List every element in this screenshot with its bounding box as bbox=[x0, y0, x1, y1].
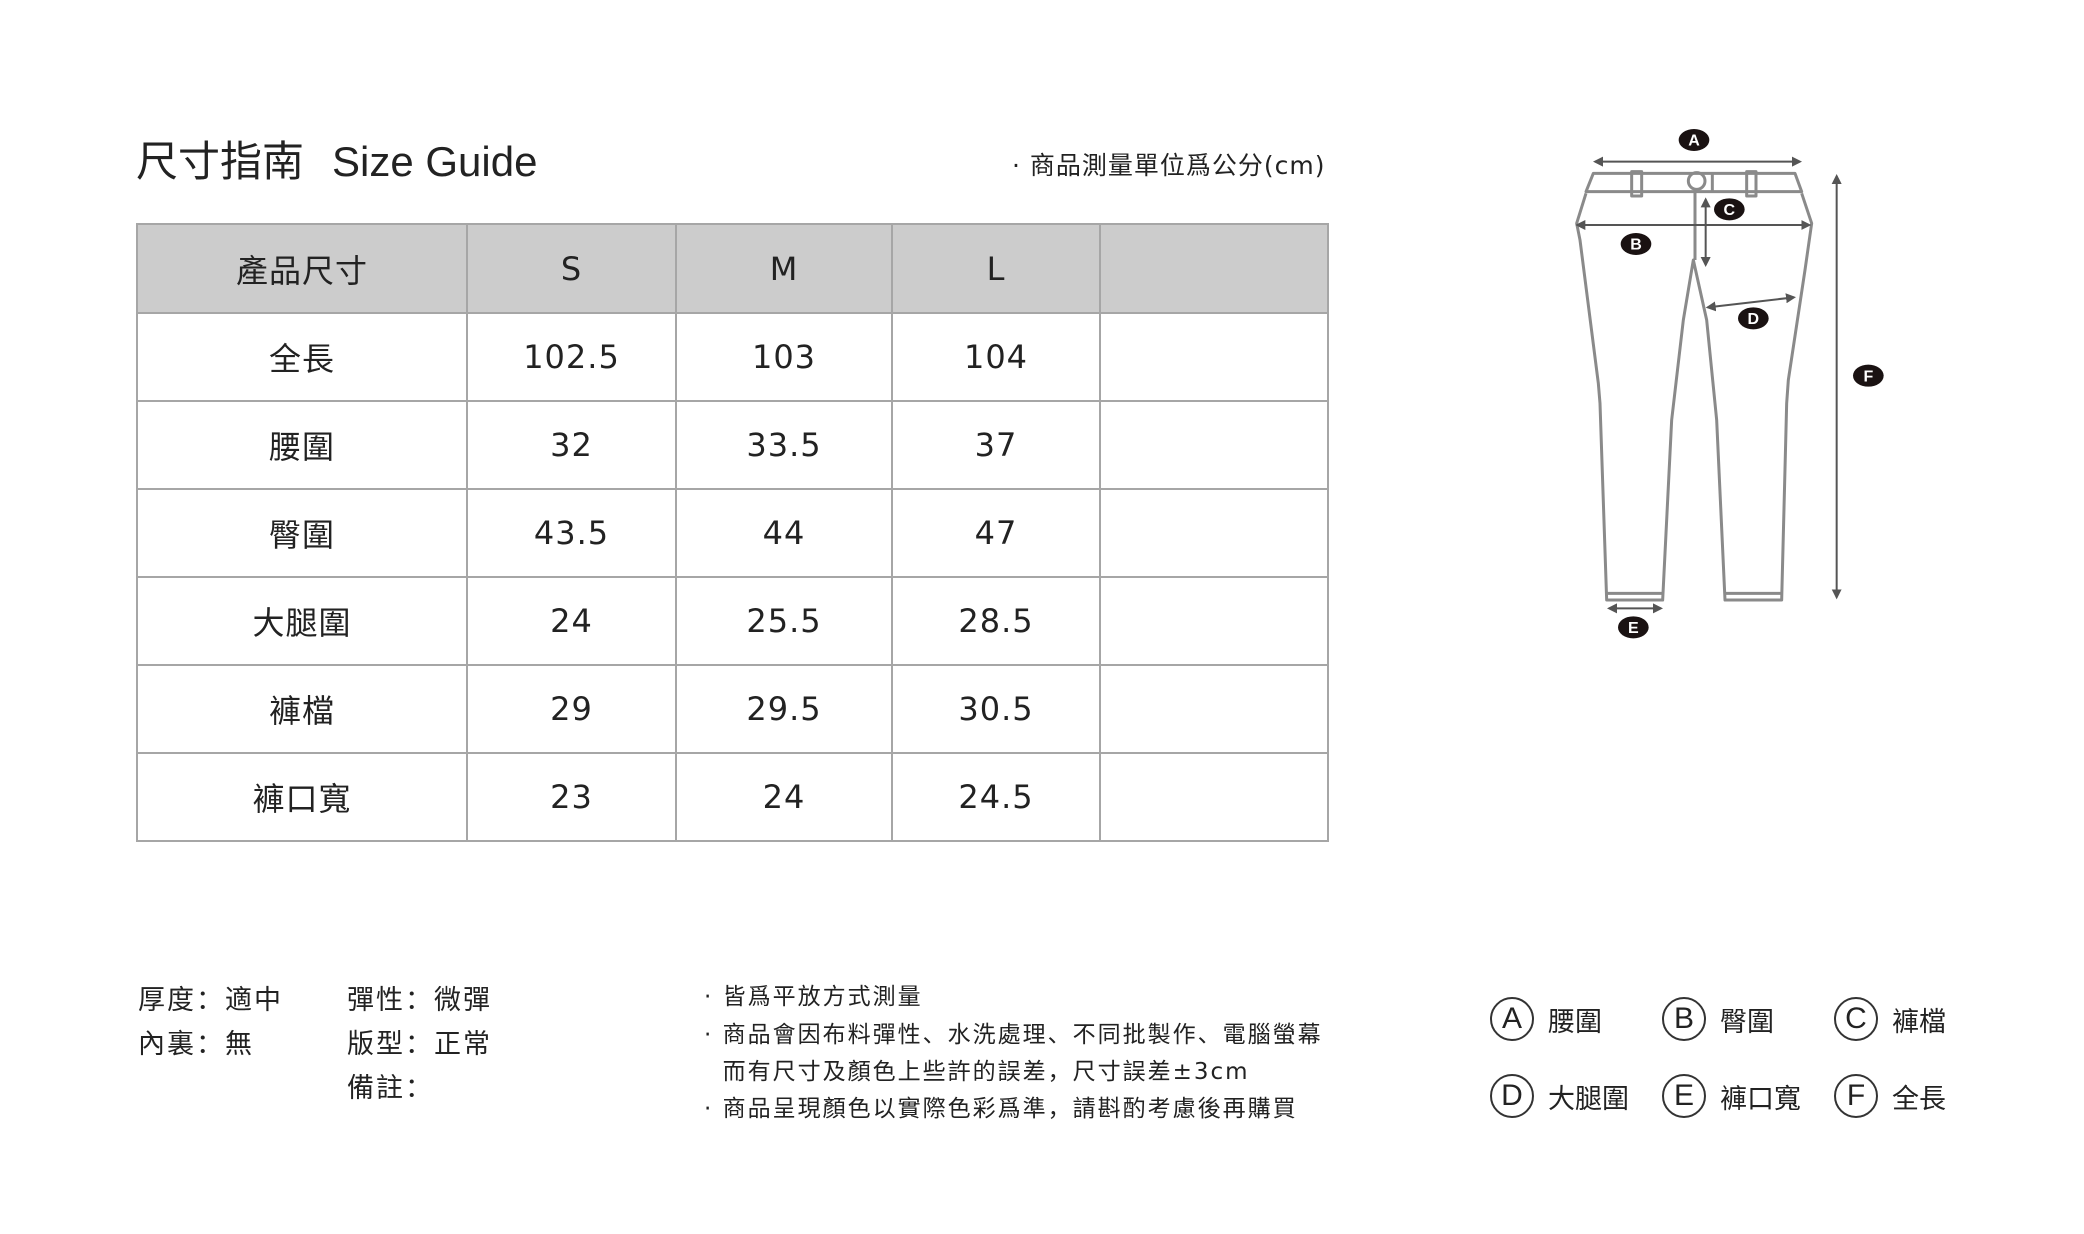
table-cell bbox=[1099, 664, 1329, 754]
diagram-label-badge bbox=[1738, 307, 1769, 330]
spec-thickness: 厚度：適中 bbox=[138, 985, 283, 1016]
table-row: 臀圍 43.5 44 47 bbox=[136, 488, 1329, 578]
legend-label: 褲口寬 bbox=[1720, 1083, 1801, 1115]
table-cell: 30.5 bbox=[891, 664, 1101, 754]
diagram-label: F bbox=[1863, 368, 1873, 385]
legend-letter: D bbox=[1490, 1074, 1534, 1118]
legend-letter: F bbox=[1834, 1074, 1878, 1118]
header-cell: S bbox=[466, 223, 677, 314]
pants-outline bbox=[1575, 170, 1814, 602]
legend-letter: C bbox=[1834, 997, 1878, 1041]
diagram-label-badge bbox=[1618, 616, 1649, 639]
table-header-row: 產品尺寸 S M L bbox=[136, 223, 1329, 314]
table-cell: 32 bbox=[466, 400, 677, 490]
table-cell: 29 bbox=[466, 664, 677, 754]
table-cell: 102.5 bbox=[466, 312, 677, 402]
table-cell: 103 bbox=[675, 312, 893, 402]
table-cell: 37 bbox=[891, 400, 1101, 490]
table-cell: 24.5 bbox=[891, 752, 1101, 842]
header-cell bbox=[1099, 223, 1329, 314]
table-cell bbox=[1099, 488, 1329, 578]
spec-lining: 內裏：無 bbox=[138, 1029, 254, 1060]
table-cell: 104 bbox=[891, 312, 1101, 402]
table-cell: 臀圍 bbox=[136, 488, 468, 578]
diagram-label: C bbox=[1724, 202, 1736, 219]
size-table: 產品尺寸 S M L 全長 102.5 103 104 腰圍 32 33.5 37 臀圍 43.5… bbox=[136, 223, 1329, 842]
table-cell: 44 bbox=[675, 488, 893, 578]
note-line: 而有尺寸及顏色上些許的誤差，尺寸誤差±3cm bbox=[704, 1059, 1250, 1085]
table-cell: 28.5 bbox=[891, 576, 1101, 666]
legend-item: E 褲口寬 bbox=[1662, 1074, 1801, 1118]
legend-label: 臀圍 bbox=[1720, 1006, 1774, 1038]
legend-letter: B bbox=[1662, 997, 1706, 1041]
legend-item: D 大腿圍 bbox=[1490, 1074, 1629, 1118]
legend-item: B 臀圍 bbox=[1662, 997, 1774, 1041]
table-cell: 23 bbox=[466, 752, 677, 842]
page-title: 尺寸指南 Size Guide bbox=[136, 128, 537, 189]
table-cell bbox=[1099, 752, 1329, 842]
legend-item: F 全長 bbox=[1834, 1074, 1946, 1118]
table-cell: 大腿圍 bbox=[136, 576, 468, 666]
table-cell: 全長 bbox=[136, 312, 468, 402]
diagram-label-badge bbox=[1714, 198, 1745, 221]
legend-letter: A bbox=[1490, 997, 1534, 1041]
header-cell: M bbox=[675, 223, 893, 314]
diagram-label: D bbox=[1748, 311, 1760, 328]
measure-arrows bbox=[1575, 156, 1842, 614]
diagram-label-badge bbox=[1678, 129, 1710, 151]
header-cell: 產品尺寸 bbox=[136, 223, 468, 314]
title-zh: 尺寸指南 bbox=[136, 137, 305, 186]
spec-remarks: 備註： bbox=[347, 1073, 434, 1104]
table-row: 褲口寬 23 24 24.5 bbox=[136, 752, 1329, 842]
pants-diagram: A B C D E F bbox=[1575, 129, 1884, 639]
legend-letter: E bbox=[1662, 1074, 1706, 1118]
legend-item: C 褲檔 bbox=[1834, 997, 1946, 1041]
table-cell: 25.5 bbox=[675, 576, 893, 666]
spec-elasticity: 彈性：微彈 bbox=[347, 985, 492, 1016]
table-row: 全長 102.5 103 104 bbox=[136, 312, 1329, 402]
title-en: Size Guide bbox=[332, 138, 538, 185]
diagram-label-badge bbox=[1853, 364, 1884, 387]
table-cell: 褲口寬 bbox=[136, 752, 468, 842]
diagram-label: B bbox=[1630, 237, 1642, 254]
table-cell bbox=[1099, 400, 1329, 490]
legend-label: 腰圍 bbox=[1548, 1006, 1602, 1038]
diagram-label: A bbox=[1688, 133, 1700, 150]
table-cell: 褲檔 bbox=[136, 664, 468, 754]
table-cell: 24 bbox=[466, 576, 677, 666]
table-cell: 33.5 bbox=[675, 400, 893, 490]
spec-fit: 版型：正常 bbox=[347, 1029, 492, 1060]
table-cell: 43.5 bbox=[466, 488, 677, 578]
legend-label: 全長 bbox=[1892, 1083, 1946, 1115]
table-cell: 腰圍 bbox=[136, 400, 468, 490]
legend-label: 褲檔 bbox=[1892, 1006, 1946, 1038]
legend-label: 大腿圍 bbox=[1548, 1083, 1629, 1115]
diagram-label: E bbox=[1628, 620, 1639, 637]
table-cell: 24 bbox=[675, 752, 893, 842]
diagram-label-badge bbox=[1620, 233, 1652, 255]
table-cell: 29.5 bbox=[675, 664, 893, 754]
header-cell: L bbox=[891, 223, 1101, 314]
table-row: 褲檔 29 29.5 30.5 bbox=[136, 664, 1329, 754]
note-line: · 商品呈現顏色以實際色彩爲準，請斟酌考慮後再購買 bbox=[704, 1096, 1298, 1122]
table-row: 腰圍 32 33.5 37 bbox=[136, 400, 1329, 490]
note-line: · 商品會因布料彈性、水洗處理、不同批製作、電腦螢幕 bbox=[704, 1022, 1323, 1048]
legend-item: A 腰圍 bbox=[1490, 997, 1602, 1041]
table-cell: 47 bbox=[891, 488, 1101, 578]
note-line: · 皆爲平放方式測量 bbox=[704, 984, 923, 1010]
unit-note: · 商品測量單位爲公分(cm) bbox=[1012, 151, 1326, 180]
table-cell bbox=[1099, 312, 1329, 402]
table-row: 大腿圍 24 25.5 28.5 bbox=[136, 576, 1329, 666]
table-cell bbox=[1099, 576, 1329, 666]
